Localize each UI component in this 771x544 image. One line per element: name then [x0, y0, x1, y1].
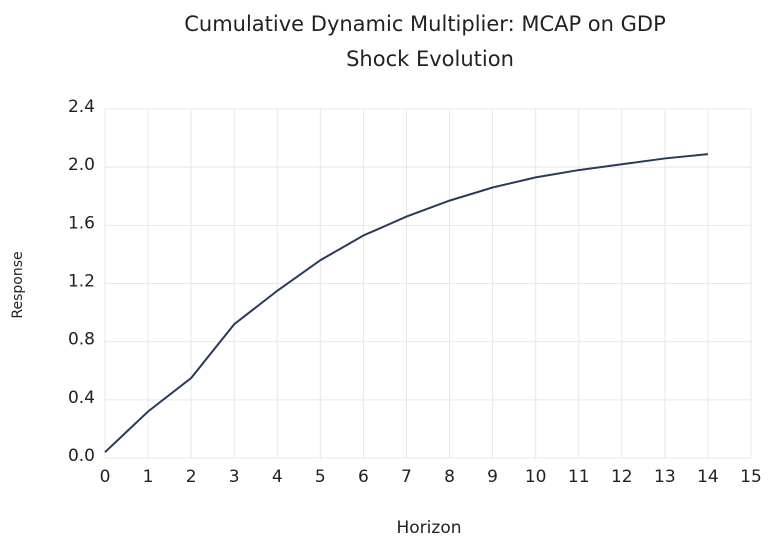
line	[104, 153, 709, 453]
x-tick-label: 10	[525, 467, 547, 487]
x-tick-label: 8	[444, 467, 455, 487]
x-tick-label: 9	[487, 467, 498, 487]
x-tick-label: 6	[358, 467, 369, 487]
chart-title: Cumulative Dynamic Multiplier: MCAP on G…	[184, 12, 666, 36]
x-tick-label: 13	[654, 467, 676, 487]
y-tick-label: 2.0	[68, 155, 95, 175]
y-tick-label: 1.2	[68, 272, 95, 292]
x-tick-label: 11	[568, 467, 590, 487]
x-tick-label: 0	[100, 467, 111, 487]
y-tick-label: 1.6	[68, 213, 95, 233]
y-axis-label: Response	[10, 251, 26, 318]
y-tick-label: 0.4	[68, 388, 95, 408]
x-axis-label: Horizon	[397, 518, 462, 538]
y-tick-label: 0.8	[68, 330, 95, 350]
y-tick-label: 0.0	[68, 446, 95, 466]
x-tick-label: 3	[229, 467, 240, 487]
x-tick-label: 2	[186, 467, 197, 487]
x-tick-label: 14	[697, 467, 719, 487]
x-tick-label: 12	[611, 467, 633, 487]
x-tick-label: 15	[740, 467, 762, 487]
x-tick-label: 7	[401, 467, 412, 487]
y-tick-label: 2.4	[68, 97, 95, 117]
chart-subtitle: Shock Evolution	[346, 47, 514, 71]
x-tick-label: 1	[143, 467, 154, 487]
x-tick-label: 4	[272, 467, 283, 487]
x-tick-label: 5	[315, 467, 326, 487]
